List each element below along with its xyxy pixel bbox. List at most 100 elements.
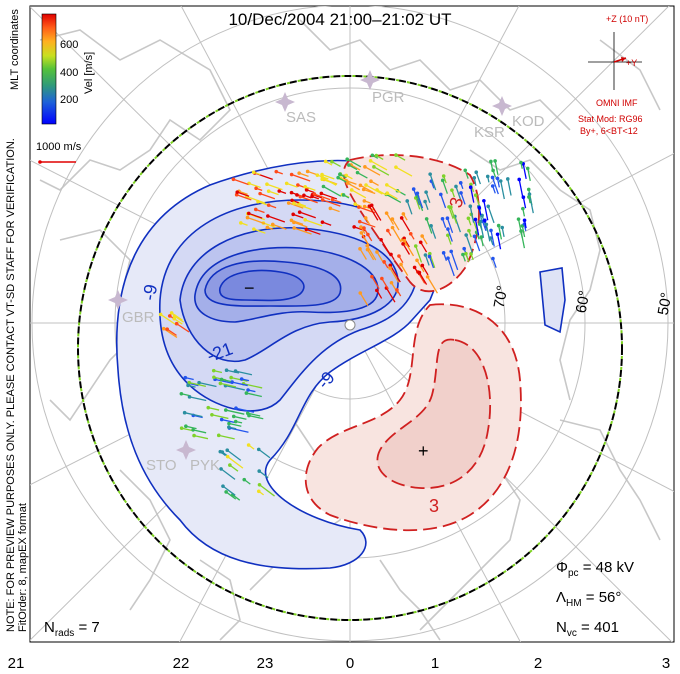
velocity-vector-origin (233, 419, 238, 424)
station-pgr: PGR (372, 89, 405, 106)
velocity-vector-origin (486, 204, 491, 209)
velocity-vector (386, 212, 394, 225)
velocity-vector (363, 188, 376, 195)
velocity-vector (225, 409, 245, 415)
velocity-vector-origin (359, 225, 363, 229)
velocity-vector-origin (303, 218, 307, 222)
velocity-vector-origin (179, 391, 184, 396)
velocity-vector (491, 177, 499, 195)
velocity-vector (226, 449, 242, 461)
velocity-vector-origin (257, 469, 262, 473)
velocity-vector (370, 160, 388, 171)
velocity-vector (360, 184, 374, 193)
velocity-vector-origin (441, 251, 446, 255)
velocity-vector-origin (286, 201, 291, 205)
velocity-vector-origin (370, 274, 374, 279)
velocity-vector (446, 217, 454, 234)
velocity-vector-origin (425, 275, 430, 279)
velocity-vector (321, 192, 338, 200)
velocity-vector (299, 211, 316, 219)
velocity-vector (293, 221, 308, 228)
n-vc-value: 401 (594, 619, 619, 636)
velocity-vector (211, 414, 229, 420)
velocity-vector-origin (483, 218, 487, 223)
velocity-vector (237, 191, 250, 197)
velocity-vector-origin (375, 288, 379, 293)
velocity-vector-origin (493, 159, 497, 163)
contour-label-neg-9-left: -9 (139, 283, 161, 302)
velocity-vector-origin (219, 467, 223, 471)
velocity-vector-origin (368, 159, 373, 163)
imf-vector-arrowhead (621, 57, 626, 62)
lambda-hm-value: 56° (599, 589, 622, 606)
velocity-vector-origin (211, 368, 216, 373)
velocity-vector-origin (352, 225, 356, 229)
velocity-vector (424, 254, 430, 266)
velocity-vector-origin (446, 256, 450, 260)
velocity-vector-origin (485, 174, 490, 179)
velocity-vector (460, 192, 466, 205)
fit-order-note: FitOrder: 8, mapEX format (17, 503, 29, 632)
velocity-vector-origin (445, 216, 450, 221)
velocity-vector (246, 392, 262, 398)
velocity-vector (380, 239, 392, 257)
velocity-vector (403, 240, 415, 257)
imf-y-label: +Y (626, 58, 637, 68)
velocity-vector (494, 160, 499, 175)
velocity-vector-origin (484, 222, 489, 227)
reference-vector-dot (38, 160, 42, 164)
velocity-vector-origin (320, 172, 324, 177)
velocity-vector (364, 166, 381, 176)
contour-label-pos-3-top: 3 (445, 195, 467, 210)
velocity-vector-origin (374, 153, 379, 158)
mlt-axis: 21 22 23 0 1 2 3 (8, 655, 671, 672)
velocity-vector (359, 221, 376, 228)
imf-stat-mod: Stat Mod: RG96 (578, 114, 643, 124)
velocity-vector (272, 223, 287, 230)
velocity-vector-origin (482, 198, 486, 203)
station-gbr: GBR (122, 309, 155, 326)
color-bar-gradient (41, 13, 57, 125)
velocity-vector (198, 381, 217, 388)
velocity-vector-origin (161, 326, 166, 331)
velocity-vector (304, 219, 323, 227)
velocity-vector-origin (362, 199, 367, 203)
velocity-vector (402, 243, 411, 255)
mlt-tick-22: 22 (173, 655, 190, 672)
velocity-vector-origin (490, 184, 495, 188)
velocity-vector-origin (467, 228, 471, 233)
velocity-vector (192, 429, 207, 434)
velocity-vector-origin (187, 380, 192, 385)
velocity-vector (322, 199, 341, 207)
velocity-vector-origin (394, 153, 398, 157)
velocity-vector (233, 415, 247, 420)
velocity-vector (189, 382, 207, 387)
velocity-vector-origin (386, 228, 390, 233)
velocity-vector (243, 383, 263, 389)
velocity-vector (266, 183, 283, 191)
velocity-vector (233, 178, 249, 186)
velocity-vector-origin (408, 231, 413, 236)
velocity-vector-origin (321, 184, 326, 189)
velocity-vector-origin (298, 194, 303, 199)
velocity-vector-origin (292, 220, 296, 225)
n-symbol: N (44, 619, 55, 636)
velocity-vector (174, 315, 184, 323)
velocity-vector-origin (330, 159, 334, 164)
radar-stations: SAS PGR KSR KOD GBR STO PYK (108, 70, 545, 474)
velocity-vector-origin (312, 192, 317, 196)
velocity-vector (416, 259, 425, 273)
lat-label-70: 70° (491, 284, 512, 309)
velocity-vector-origin (459, 191, 463, 195)
velocity-vector (496, 234, 502, 250)
velocity-vector (258, 470, 269, 479)
velocity-vector-origin (420, 234, 424, 238)
velocity-vector-origin (197, 380, 201, 385)
velocity-vector-origin (292, 201, 296, 206)
velocity-vector (518, 179, 524, 199)
velocity-vector-origin (183, 375, 188, 380)
station-sto: STO (146, 457, 177, 474)
velocity-vector (415, 197, 421, 210)
velocity-vector-origin (265, 182, 269, 187)
velocity-vector-origin (345, 157, 349, 161)
